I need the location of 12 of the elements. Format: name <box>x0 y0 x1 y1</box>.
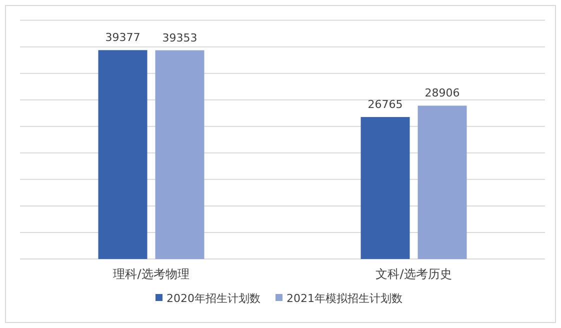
bar <box>155 50 204 259</box>
x-tick-label: 文科/选考历史 <box>376 267 452 281</box>
data-label: 39377 <box>105 31 140 44</box>
legend-label: 2020年招生计划数 <box>166 292 260 305</box>
bar <box>98 50 148 259</box>
bar <box>418 106 467 259</box>
bar <box>360 117 410 259</box>
data-label: 26765 <box>368 98 403 112</box>
data-label: 39353 <box>162 31 198 44</box>
data-label: 28906 <box>424 86 460 100</box>
x-tick-label: 理科/选考物理 <box>113 267 190 281</box>
legend-label: 2021年模拟招生计划数 <box>286 292 402 305</box>
